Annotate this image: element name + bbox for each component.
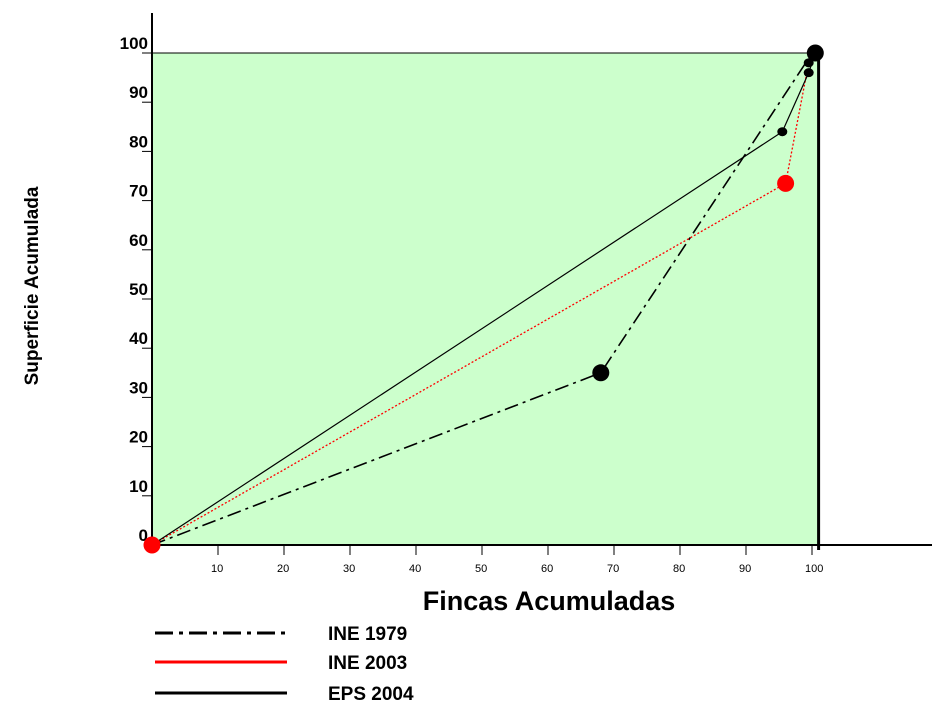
x-tick-label: 30	[343, 563, 355, 575]
tick-layer: 10 20 30 40 50 60 70 80 90 100 0 10 20 30 40 50 60 70 80 90…	[120, 34, 824, 575]
series-marker	[803, 58, 814, 68]
x-tick-label: 80	[673, 563, 685, 575]
series-marker	[592, 364, 610, 382]
x-tick-label: 20	[277, 563, 289, 575]
series-marker	[143, 536, 161, 554]
x-tick-label: 40	[409, 563, 421, 575]
series-marker	[806, 44, 824, 62]
x-tick-label: 100	[805, 563, 823, 575]
series-marker	[777, 174, 795, 192]
x-tick-label: 50	[475, 563, 487, 575]
y-tick-label: 60	[129, 231, 148, 250]
y-tick-label: 20	[129, 428, 148, 447]
legend-label: INE 2003	[328, 653, 407, 674]
y-tick-label: 70	[129, 182, 148, 201]
legend-label: INE 1979	[328, 624, 407, 645]
series-line	[151, 52, 816, 546]
x-tick-label: 90	[739, 563, 751, 575]
series-marker	[777, 127, 788, 137]
marker-layer	[143, 44, 824, 554]
y-tick-label: 50	[129, 280, 148, 299]
series-marker	[803, 68, 814, 78]
series-line	[151, 52, 816, 546]
x-axis-title: Fincas Acumuladas	[423, 586, 676, 616]
legend: INE 1979 INE 2003 EPS 2004	[155, 624, 414, 704]
x-tick-label: 70	[607, 563, 619, 575]
legend-label: EPS 2004	[328, 684, 414, 704]
y-tick-label: 80	[129, 132, 148, 151]
y-tick-label: 40	[129, 329, 148, 348]
x-tick-label: 60	[541, 563, 553, 575]
y-tick-label: 90	[129, 83, 148, 102]
y-tick-label: 0	[139, 526, 148, 545]
y-tick-label: 10	[129, 477, 148, 496]
plot-area	[151, 52, 820, 546]
y-tick-label: 30	[129, 378, 148, 397]
y-tick-label: 100	[120, 34, 148, 53]
y-axis-title: Superficie Acumulada	[22, 186, 43, 385]
x-tick-label: 10	[211, 563, 223, 575]
